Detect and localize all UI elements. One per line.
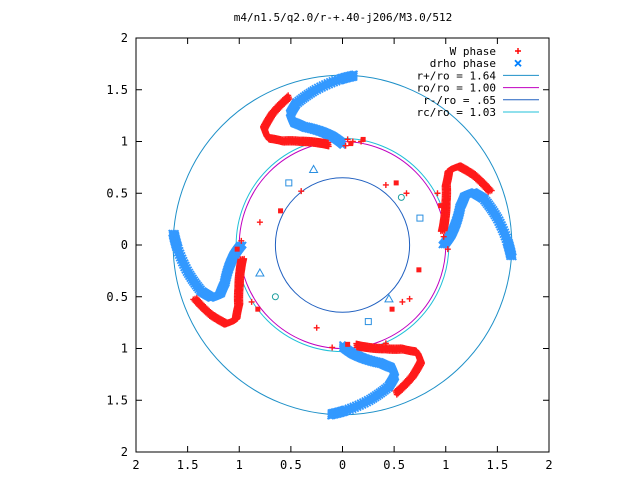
w-phase-point xyxy=(348,141,354,147)
w-phase-point xyxy=(313,324,320,331)
y-tick-label: 2 xyxy=(121,31,128,45)
y-tick-label: 0 xyxy=(121,238,128,252)
w-phase-point xyxy=(344,136,351,143)
x-tick-label: 2 xyxy=(545,458,552,472)
drho-phase-point xyxy=(416,214,424,222)
drho-phase-arm3-pt xyxy=(509,253,517,261)
legend-label-5: rc/ro = 1.03 xyxy=(417,106,496,119)
drho-phase-point xyxy=(255,267,265,277)
chart-title: m4/n1.5/q2.0/r-+.40-j206/M3.0/512 xyxy=(234,11,453,24)
reference-circle-3 xyxy=(235,137,450,353)
legend-sample-1 xyxy=(514,59,522,67)
drho-phase-point xyxy=(308,164,319,173)
drho-phase-arm0-pt xyxy=(350,72,358,80)
w-phase-point xyxy=(278,208,284,214)
w-phase-point xyxy=(298,188,305,195)
w-phase-point xyxy=(406,295,413,302)
drho-phase-point xyxy=(397,193,405,201)
x-tick-label: 1.5 xyxy=(177,458,199,472)
w-phase-point xyxy=(389,306,395,312)
legend-sample-0 xyxy=(515,48,521,54)
x-tick-label: 2 xyxy=(132,458,139,472)
w-phase-point xyxy=(248,298,255,305)
w-phase-point xyxy=(438,203,444,209)
x-tick-label: 0.5 xyxy=(280,458,302,472)
w-phase-point xyxy=(378,345,385,352)
w-phase-point xyxy=(345,341,351,347)
w-phase-arm2-pt xyxy=(393,391,400,398)
y-tick-label: 1.5 xyxy=(106,83,128,97)
w-phase-point xyxy=(342,142,349,149)
w-phase-point xyxy=(434,190,441,197)
w-phase-point xyxy=(255,306,261,312)
reference-circle-2 xyxy=(274,177,411,313)
x-tick-label: 0.5 xyxy=(383,458,405,472)
drho-phase-arm1-pt xyxy=(169,229,178,237)
w-phase-point xyxy=(382,340,389,347)
w-phase-point xyxy=(234,246,240,252)
reference-circles xyxy=(172,74,513,416)
y-tick-label: 1 xyxy=(121,342,128,356)
w-phase-point xyxy=(329,344,336,351)
legend-label-0: W phase xyxy=(450,45,496,58)
w-phase-point xyxy=(440,233,447,240)
drho-phase-point xyxy=(285,179,293,187)
w-phase-point xyxy=(238,237,245,244)
x-tick-label: 1 xyxy=(442,458,449,472)
legend-label-1: drho phase xyxy=(430,57,496,70)
drho-phase-arm3-pt xyxy=(507,253,516,261)
w-phase-arm1-pt xyxy=(190,296,197,303)
drho-phase-point xyxy=(271,293,279,301)
w-phase-point xyxy=(403,190,410,197)
drho-phase-arm0-pt xyxy=(350,70,359,78)
w-phase-arm3-pt xyxy=(488,187,495,194)
w-phase-point xyxy=(416,267,422,273)
w-phase-series xyxy=(190,92,495,398)
y-tick-label: 1.5 xyxy=(106,393,128,407)
y-tick-label: 0.5 xyxy=(106,186,128,200)
drho-phase-point xyxy=(384,293,394,303)
y-tick-label: 1 xyxy=(121,135,128,149)
w-phase-point xyxy=(382,181,389,188)
drho-phase-point xyxy=(364,318,372,326)
w-phase-point xyxy=(393,180,399,186)
drho-phase-arm2-pt xyxy=(326,412,335,420)
drho-phase-series xyxy=(168,70,517,420)
w-phase-arm0-pt xyxy=(285,92,292,99)
drho-phase-arm2-pt xyxy=(327,410,335,418)
legend-label-3: ro/ro = 1.00 xyxy=(417,82,496,95)
w-phase-point xyxy=(358,138,365,145)
axis-ticks: 2 1.5 1 0.5 0 0.5 1 1.5 221.510.500.511.52 xyxy=(106,31,552,472)
w-phase-point xyxy=(399,298,406,305)
w-phase-point xyxy=(349,138,356,145)
drho-phase-arm1-pt xyxy=(168,229,176,237)
legend-label-4: r-/ro = .65 xyxy=(423,94,496,107)
x-tick-label: 1 xyxy=(236,458,243,472)
w-phase-point xyxy=(360,136,366,142)
reference-circle-0 xyxy=(172,74,513,416)
x-tick-label: 0 xyxy=(339,458,346,472)
y-tick-label: 0.5 xyxy=(106,290,128,304)
x-tick-label: 1.5 xyxy=(487,458,509,472)
legend-label-2: r+/ro = 1.64 xyxy=(417,69,497,82)
w-phase-point xyxy=(444,246,451,253)
w-phase-point xyxy=(236,278,243,285)
w-phase-point xyxy=(256,219,263,226)
reference-circle-1 xyxy=(238,141,447,349)
y-tick-label: 2 xyxy=(121,445,128,459)
